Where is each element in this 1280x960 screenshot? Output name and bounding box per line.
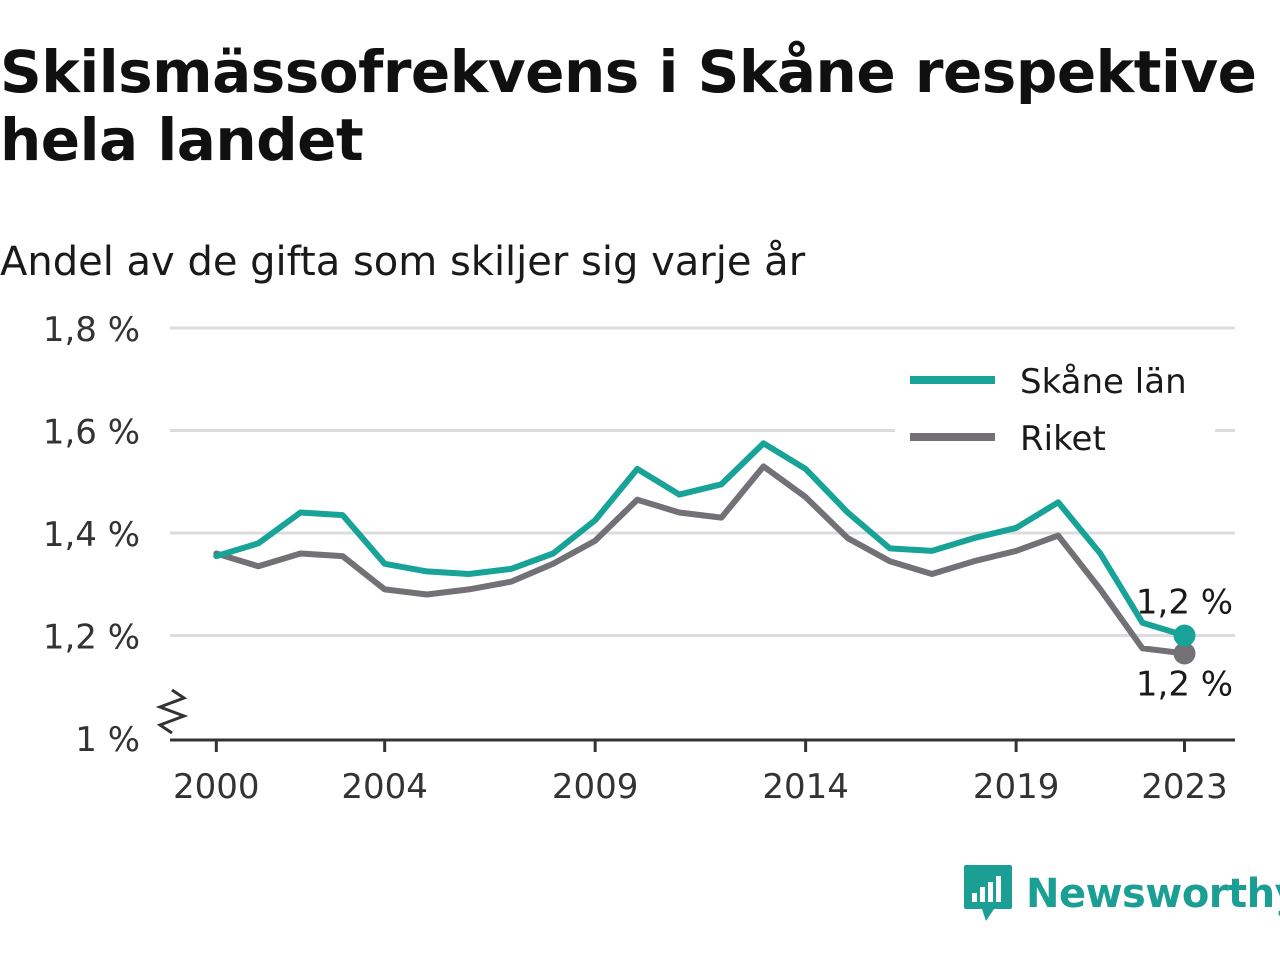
series-lines (213, 440, 1196, 665)
legend-label: Skåne län (1020, 362, 1187, 402)
y-tick-label: 1,6 % (43, 413, 140, 453)
y-tick-label: 1,2 % (43, 618, 140, 658)
y-tick-label: 1,8 % (43, 310, 140, 350)
legend: Skåne län Riket (895, 352, 1215, 462)
axis-break-icon (155, 688, 189, 735)
x-axis: 2000 2004 2009 2014 2019 2023 (155, 688, 1235, 807)
newsworthy-logo-icon (964, 865, 1012, 921)
series-line-riket (213, 463, 1188, 657)
end-labels: 1,2 % 1,2 % (1136, 583, 1233, 705)
series-line-skåne-län (213, 440, 1188, 639)
x-tick-label: 2009 (552, 767, 639, 807)
y-axis: 1 % 1,2 % 1,4 % 1,6 % 1,8 % (43, 310, 140, 760)
end-label-skane: 1,2 % (1136, 583, 1233, 623)
x-tick-label: 2004 (341, 767, 428, 807)
y-tick-label: 1,4 % (43, 515, 140, 555)
chart-title: Skilsmässofrekvens i Skåne respektive he… (0, 38, 1257, 174)
x-tick-label: 2014 (762, 767, 849, 807)
legend-label: Riket (1020, 419, 1106, 459)
brand-name: Newsworthy (1026, 871, 1280, 917)
x-tick-label: 2019 (973, 767, 1060, 807)
x-tick-label: 2000 (173, 767, 260, 807)
y-tick-label: 1 % (75, 720, 140, 760)
x-tick-label: 2023 (1141, 767, 1228, 807)
newsworthy-logo: Newsworthy (962, 862, 1280, 926)
legend-background (895, 352, 1215, 462)
series-end-point (1173, 642, 1196, 665)
series-end-point (1173, 624, 1196, 647)
chart-subtitle: Andel av de gifta som skiljer sig varje … (0, 239, 806, 285)
end-label-riket: 1,2 % (1136, 664, 1233, 704)
